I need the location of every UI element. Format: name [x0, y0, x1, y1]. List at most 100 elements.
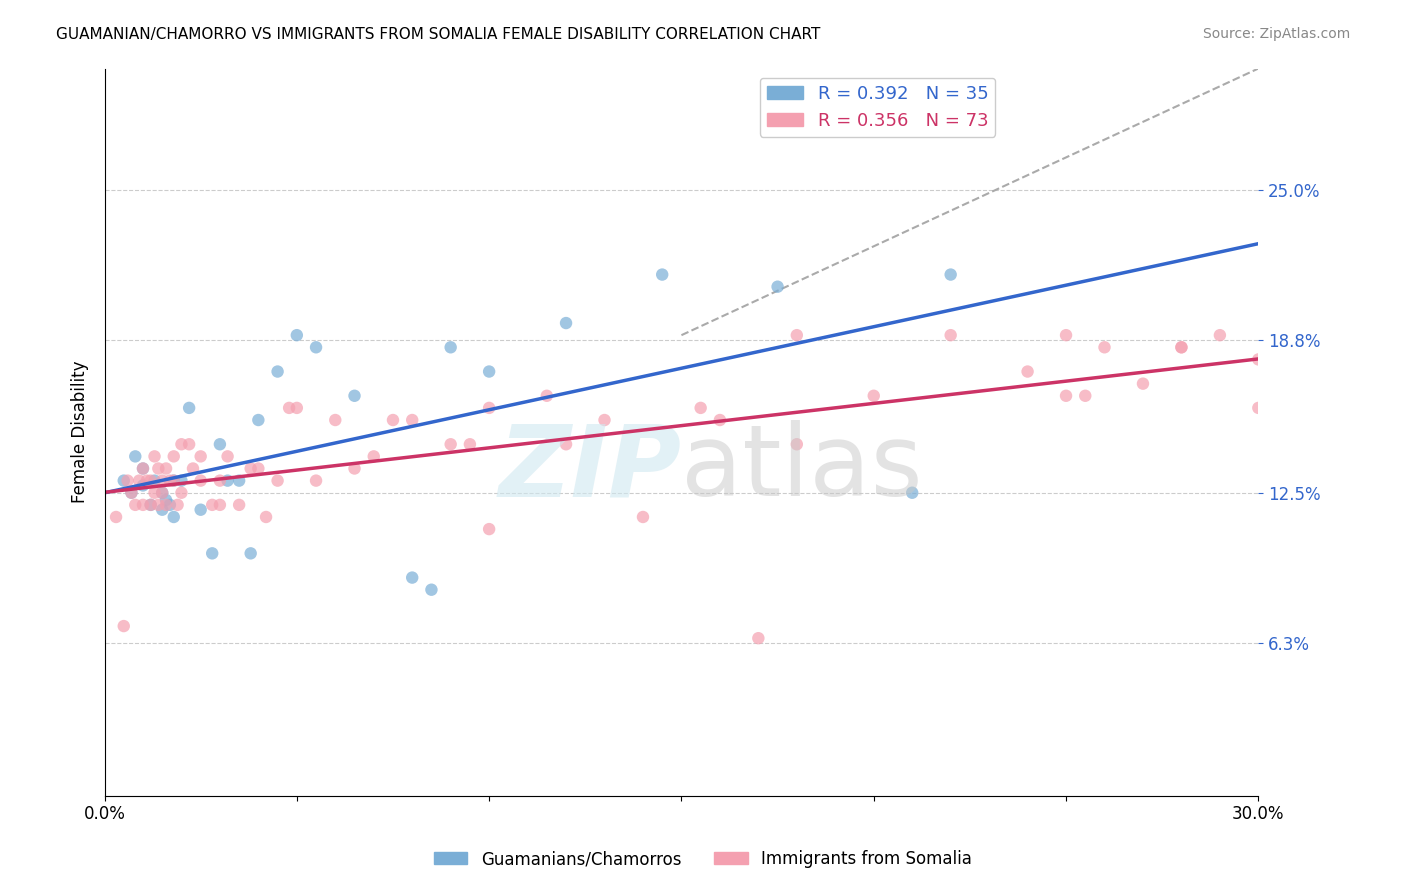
Point: [689, 401, 711, 415]
Point: [170, 474, 193, 488]
Point: [266, 365, 288, 379]
Point: [208, 474, 231, 488]
Point: [254, 510, 277, 524]
Point: [1054, 389, 1077, 403]
Point: [179, 437, 201, 451]
Legend: R = 0.392   N = 35, R = 0.356   N = 73: R = 0.392 N = 35, R = 0.356 N = 73: [759, 78, 995, 137]
Point: [132, 498, 155, 512]
Point: [343, 461, 366, 475]
Point: [159, 498, 181, 512]
Point: [132, 478, 155, 492]
Point: [139, 474, 162, 488]
Point: [181, 461, 204, 475]
Point: [278, 401, 301, 415]
Point: [343, 389, 366, 403]
Point: [458, 437, 481, 451]
Point: [117, 474, 139, 488]
Point: [709, 413, 731, 427]
Point: [132, 461, 155, 475]
Point: [163, 474, 186, 488]
Point: [148, 461, 170, 475]
Point: [1170, 340, 1192, 354]
Point: [190, 502, 212, 516]
Point: [440, 340, 463, 354]
Point: [155, 498, 177, 512]
Point: [555, 316, 578, 330]
Point: [228, 498, 250, 512]
Point: [150, 474, 173, 488]
Text: ZIP: ZIP: [499, 420, 682, 517]
Point: [201, 498, 224, 512]
Point: [536, 389, 558, 403]
Point: [112, 474, 135, 488]
Point: [363, 450, 385, 464]
Point: [163, 450, 186, 464]
Legend: Guamanians/Chamorros, Immigrants from Somalia: Guamanians/Chamorros, Immigrants from So…: [427, 844, 979, 875]
Point: [143, 485, 166, 500]
Point: [478, 365, 501, 379]
Point: [150, 485, 173, 500]
Point: [150, 485, 173, 500]
Point: [179, 401, 201, 415]
Point: [148, 498, 170, 512]
Point: [120, 485, 142, 500]
Point: [1170, 340, 1192, 354]
Point: [1094, 340, 1116, 354]
Point: [631, 510, 654, 524]
Point: [1247, 401, 1270, 415]
Point: [201, 546, 224, 560]
Point: [285, 328, 308, 343]
Text: atlas: atlas: [682, 420, 924, 517]
Point: [1074, 389, 1097, 403]
Point: [247, 461, 270, 475]
Point: [190, 450, 212, 464]
Point: [420, 582, 443, 597]
Point: [163, 510, 186, 524]
Point: [217, 474, 239, 488]
Point: [135, 474, 157, 488]
Point: [440, 437, 463, 451]
Point: [190, 474, 212, 488]
Point: [170, 437, 193, 451]
Text: Source: ZipAtlas.com: Source: ZipAtlas.com: [1202, 27, 1350, 41]
Point: [105, 510, 128, 524]
Point: [155, 461, 177, 475]
Point: [747, 631, 769, 645]
Point: [593, 413, 616, 427]
Point: [139, 498, 162, 512]
Point: [247, 413, 270, 427]
Point: [478, 401, 501, 415]
Point: [166, 498, 188, 512]
Point: [120, 485, 142, 500]
Point: [478, 522, 501, 536]
Point: [239, 546, 262, 560]
Point: [401, 413, 423, 427]
Point: [217, 450, 239, 464]
Point: [862, 389, 884, 403]
Point: [128, 474, 150, 488]
Point: [139, 498, 162, 512]
Point: [143, 474, 166, 488]
Point: [305, 340, 328, 354]
Point: [155, 493, 177, 508]
Point: [1054, 328, 1077, 343]
Point: [228, 474, 250, 488]
Point: [1247, 352, 1270, 367]
Text: GUAMANIAN/CHAMORRO VS IMMIGRANTS FROM SOMALIA FEMALE DISABILITY CORRELATION CHAR: GUAMANIAN/CHAMORRO VS IMMIGRANTS FROM SO…: [56, 27, 821, 42]
Point: [208, 437, 231, 451]
Point: [766, 279, 789, 293]
Point: [939, 328, 962, 343]
Point: [786, 328, 808, 343]
Point: [112, 619, 135, 633]
Point: [150, 502, 173, 516]
Point: [170, 485, 193, 500]
Point: [1017, 365, 1039, 379]
Point: [132, 461, 155, 475]
Point: [901, 485, 924, 500]
Point: [266, 474, 288, 488]
Point: [651, 268, 673, 282]
Point: [401, 571, 423, 585]
Point: [285, 401, 308, 415]
Point: [1132, 376, 1154, 391]
Point: [381, 413, 404, 427]
